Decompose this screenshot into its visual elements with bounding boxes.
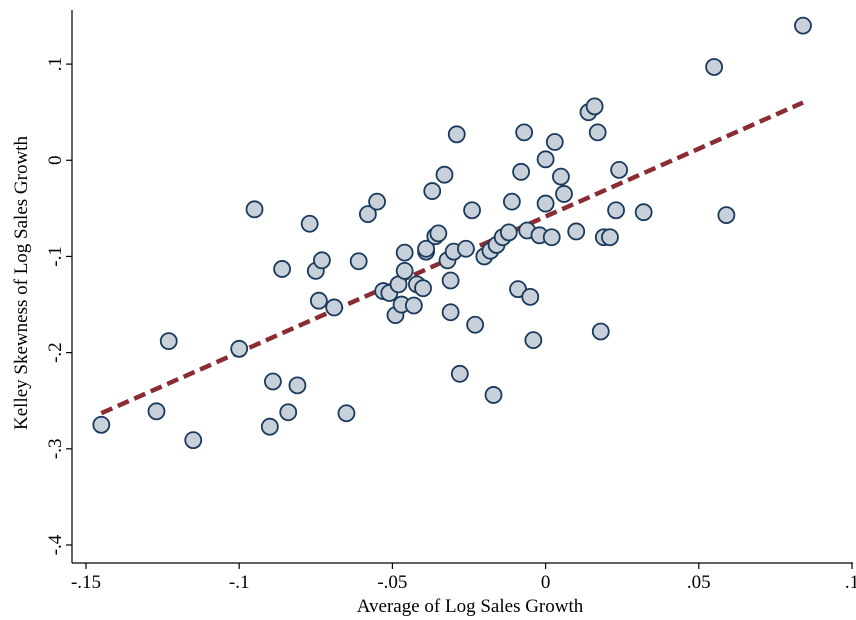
- y-tick-label: -.4: [45, 534, 66, 555]
- x-tick-label: .1: [845, 572, 856, 593]
- scatter-point: [260, 417, 279, 436]
- scatter-point: [368, 192, 386, 211]
- scatter-point: [591, 322, 610, 341]
- scatter-point: [404, 296, 423, 315]
- scatter-point: [313, 251, 331, 270]
- scatter-point: [499, 223, 518, 242]
- scatter-point: [417, 239, 436, 258]
- scatter-point: [634, 203, 653, 222]
- scatter-point: [585, 97, 604, 116]
- scatter-point: [230, 339, 249, 358]
- scatter-point: [279, 403, 298, 422]
- scatter-point: [567, 222, 586, 241]
- scatter-point: [463, 201, 481, 220]
- scatter-point: [484, 386, 503, 404]
- scatter-point: [300, 214, 319, 233]
- scatter-point: [601, 228, 619, 247]
- scatter-point: [423, 182, 442, 200]
- scatter-point: [450, 364, 469, 383]
- tick-group: -.15 -.1 -.05 0 .05 .1 -.4 -.3 -.2 -.1 0 .1: [45, 57, 856, 593]
- scatter-point: [147, 402, 166, 421]
- scatter-point: [466, 315, 485, 334]
- y-tick-label: 0: [45, 156, 66, 166]
- scatter-point: [542, 228, 561, 247]
- scatter-point: [521, 287, 540, 306]
- scatter-point: [447, 125, 466, 144]
- scatter-point: [555, 185, 573, 203]
- x-tick-label: -.05: [377, 572, 407, 593]
- scatter-point: [414, 279, 432, 298]
- scatter-point: [607, 201, 625, 220]
- scatter-point: [512, 162, 530, 181]
- scatter-point: [395, 243, 414, 262]
- scatter-point: [395, 261, 414, 280]
- scatter-point: [273, 260, 291, 278]
- y-axis-label: Kelley Skewness of Log Sales Growth: [11, 136, 32, 430]
- x-tick-label: .05: [687, 572, 711, 593]
- scatter-point: [264, 372, 282, 391]
- y-tick-label: -.3: [45, 439, 66, 460]
- y-tick-label: -.2: [45, 342, 66, 363]
- scatter-point: [441, 271, 460, 290]
- scatter-point: [337, 404, 356, 423]
- scatter-point: [536, 194, 555, 213]
- scatter-point: [429, 224, 448, 243]
- scatter-point: [349, 252, 368, 271]
- scatter-point: [794, 16, 812, 35]
- x-tick-label: -.1: [229, 572, 250, 593]
- scatter-point: [92, 415, 111, 434]
- scatter-point: [309, 291, 328, 310]
- x-axis-label: Average of Log Sales Growth: [357, 596, 584, 617]
- scatter-point: [588, 123, 607, 142]
- y-tick-label: .1: [45, 57, 66, 71]
- scatter-point: [457, 239, 475, 258]
- scatter-point: [245, 200, 264, 219]
- scatter-point: [358, 205, 377, 224]
- scatter-point: [610, 160, 629, 179]
- y-tick-label: -.1: [45, 246, 66, 267]
- x-tick-label: -.15: [71, 572, 101, 593]
- scatter-point: [288, 376, 307, 395]
- scatter-point: [524, 331, 543, 350]
- scatter-point: [705, 58, 724, 76]
- scatter-point: [184, 431, 203, 450]
- scatter-point: [325, 298, 344, 317]
- x-tick-label: 0: [541, 572, 551, 593]
- scatter-point: [441, 303, 460, 322]
- scatter-point: [536, 150, 555, 169]
- scatter-point: [159, 332, 178, 350]
- axes: [71, 10, 853, 564]
- scatter-point: [717, 206, 736, 224]
- scatter-point: [515, 123, 534, 142]
- points-group: [92, 16, 812, 450]
- scatter-point: [502, 192, 521, 211]
- scatter-point: [552, 167, 570, 186]
- scatter-point: [545, 133, 564, 151]
- scatter-point: [435, 165, 454, 184]
